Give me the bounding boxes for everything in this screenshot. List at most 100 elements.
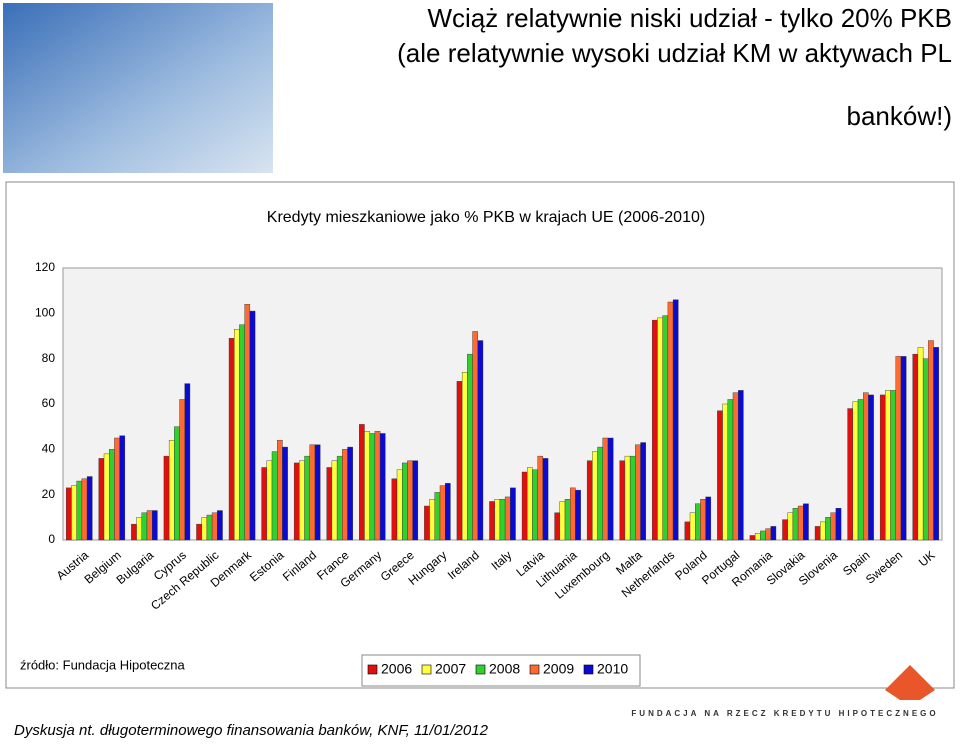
bar bbox=[293, 462, 300, 541]
legend-label: 2007 bbox=[435, 661, 466, 677]
bar bbox=[396, 469, 403, 541]
bar bbox=[640, 442, 646, 541]
y-tick-label: 100 bbox=[35, 306, 55, 320]
bar bbox=[624, 455, 631, 541]
bar bbox=[402, 462, 408, 541]
bar bbox=[922, 358, 929, 541]
bar bbox=[412, 460, 419, 541]
bar bbox=[439, 485, 446, 541]
legend-swatch bbox=[367, 664, 378, 675]
bar bbox=[857, 399, 864, 541]
bar bbox=[331, 460, 338, 541]
bar bbox=[510, 487, 516, 541]
bar bbox=[261, 467, 267, 541]
bar bbox=[109, 449, 115, 541]
legend-swatch bbox=[583, 664, 594, 675]
legend-label: 2009 bbox=[543, 661, 574, 677]
bar bbox=[336, 455, 343, 541]
bar bbox=[825, 517, 831, 541]
bar bbox=[900, 356, 907, 541]
bar bbox=[554, 512, 560, 541]
bar bbox=[542, 458, 549, 541]
bar bbox=[217, 510, 223, 541]
bar bbox=[391, 478, 398, 541]
bar bbox=[532, 469, 538, 541]
bar bbox=[527, 467, 533, 541]
bar bbox=[314, 444, 321, 541]
bar bbox=[820, 521, 826, 541]
legend-swatch bbox=[529, 664, 540, 675]
bar bbox=[602, 437, 609, 541]
y-tick-label: 80 bbox=[42, 351, 56, 365]
bar bbox=[700, 499, 706, 541]
bar bbox=[792, 508, 799, 541]
bar bbox=[467, 353, 473, 541]
bar bbox=[695, 503, 701, 541]
bar bbox=[445, 483, 451, 541]
bar bbox=[684, 521, 691, 541]
bar bbox=[119, 435, 126, 541]
bar bbox=[309, 444, 316, 541]
bar bbox=[174, 426, 180, 541]
bar bbox=[754, 533, 761, 541]
bar bbox=[782, 519, 788, 541]
bar bbox=[196, 523, 202, 541]
slide-title: banków!) bbox=[847, 101, 953, 131]
logo-mark bbox=[885, 665, 935, 700]
bar bbox=[429, 499, 435, 541]
bar bbox=[521, 471, 528, 541]
bar bbox=[717, 410, 723, 541]
bar bbox=[803, 503, 809, 541]
bar bbox=[179, 399, 185, 541]
bar bbox=[71, 485, 77, 541]
bar bbox=[163, 455, 170, 541]
bar bbox=[912, 353, 919, 541]
bar bbox=[619, 460, 626, 541]
bar bbox=[299, 460, 305, 541]
bar bbox=[347, 446, 353, 541]
bar bbox=[239, 324, 245, 541]
bar bbox=[917, 347, 924, 541]
bar bbox=[629, 455, 636, 541]
legend-label: 2008 bbox=[489, 661, 520, 677]
bar bbox=[379, 433, 386, 541]
bar bbox=[652, 319, 658, 541]
bar bbox=[570, 487, 576, 541]
bar bbox=[461, 372, 468, 541]
bar bbox=[304, 455, 310, 541]
bar bbox=[211, 512, 218, 541]
bar bbox=[559, 501, 566, 541]
bar bbox=[342, 449, 348, 541]
bar bbox=[146, 510, 153, 541]
bar bbox=[326, 467, 333, 541]
bar bbox=[770, 526, 777, 541]
source: źródło: Fundacja Hipoteczna bbox=[20, 657, 186, 672]
bar bbox=[184, 383, 191, 541]
bar bbox=[760, 530, 766, 541]
bar bbox=[66, 487, 72, 541]
bar bbox=[234, 329, 240, 541]
bar bbox=[738, 390, 744, 541]
photo bbox=[3, 3, 273, 173]
bar bbox=[152, 510, 158, 541]
bar bbox=[863, 392, 869, 541]
y-tick-label: 120 bbox=[35, 260, 55, 274]
bar bbox=[765, 528, 771, 541]
bar bbox=[249, 310, 256, 541]
legend-label: 2006 bbox=[381, 661, 412, 677]
bar bbox=[928, 340, 934, 541]
bar bbox=[705, 496, 712, 541]
bar bbox=[830, 512, 837, 541]
bar bbox=[266, 460, 273, 541]
bar bbox=[575, 489, 581, 541]
bar bbox=[689, 512, 696, 541]
bar bbox=[852, 401, 859, 541]
y-tick-label: 60 bbox=[42, 396, 56, 410]
bar bbox=[374, 431, 381, 541]
legend-label: 2010 bbox=[597, 661, 628, 677]
bar bbox=[749, 535, 756, 541]
bar bbox=[868, 394, 874, 541]
logo: FUNDACJA NA RZECZ KREDYTU HIPOTECZNEGO bbox=[631, 709, 938, 718]
bar bbox=[635, 444, 641, 541]
bar bbox=[727, 399, 734, 541]
